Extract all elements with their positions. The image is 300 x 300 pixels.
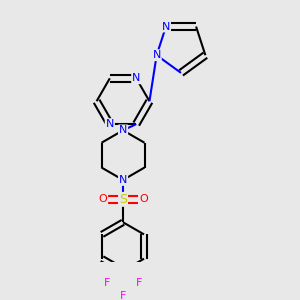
Text: N: N bbox=[106, 119, 114, 129]
Text: F: F bbox=[136, 278, 142, 288]
Text: F: F bbox=[104, 278, 110, 288]
Text: N: N bbox=[152, 50, 161, 60]
Text: N: N bbox=[119, 175, 127, 185]
Text: F: F bbox=[120, 291, 126, 300]
Text: N: N bbox=[119, 125, 127, 135]
Text: O: O bbox=[139, 194, 148, 204]
Text: S: S bbox=[119, 193, 127, 206]
Text: O: O bbox=[98, 194, 107, 204]
Text: N: N bbox=[132, 73, 140, 83]
Text: N: N bbox=[162, 22, 170, 32]
